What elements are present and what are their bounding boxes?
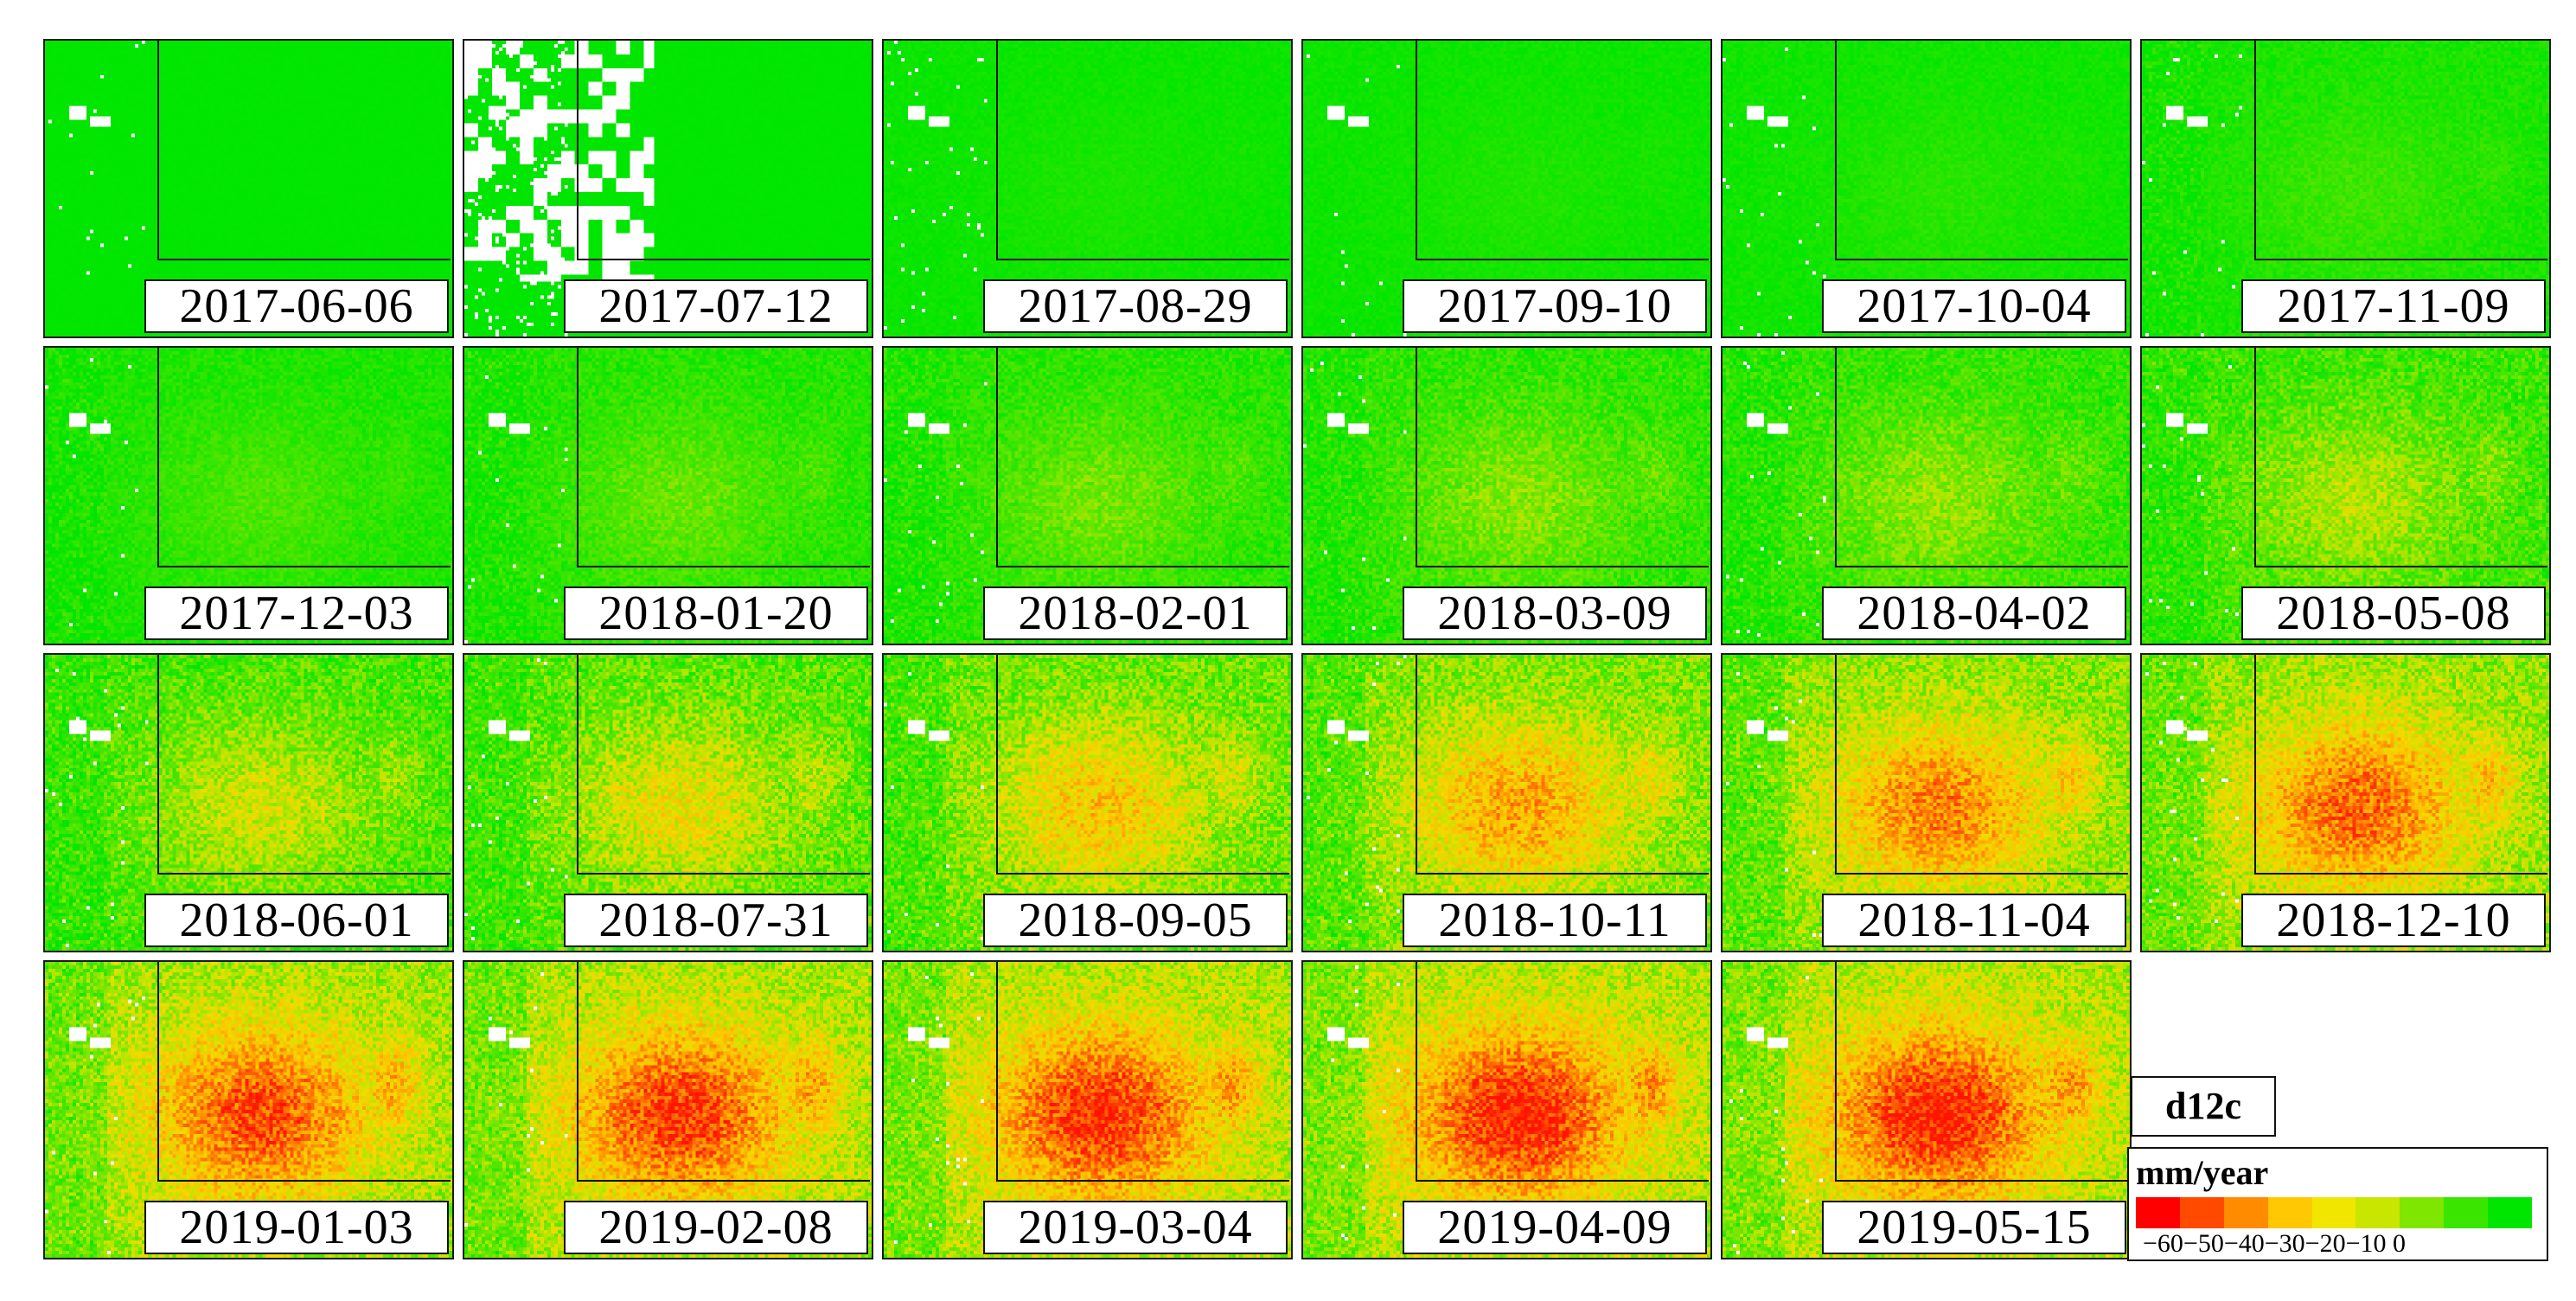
study-area-outline <box>1835 655 2128 875</box>
study-area-outline <box>1416 41 1709 260</box>
deformation-map-panel: 2018-10-11 <box>1301 653 1712 952</box>
deformation-map-panel: 2017-10-04 <box>1721 39 2132 338</box>
panel-date-label: 2017-09-10 <box>1403 279 1707 333</box>
panel-date-label: 2018-10-11 <box>1403 894 1707 947</box>
legend-swatch <box>2400 1197 2445 1228</box>
study-area-outline <box>996 962 1289 1182</box>
study-area-outline <box>577 348 870 567</box>
panel-date-label: 2019-03-04 <box>983 1201 1288 1254</box>
panel-date-label: 2017-07-12 <box>564 279 868 333</box>
deformation-map-panel: 2019-02-08 <box>463 960 873 1259</box>
panel-date-label: 2018-11-04 <box>1822 894 2126 947</box>
legend-unit-label: mm/year <box>2136 1153 2269 1192</box>
panel-date-label: 2019-02-08 <box>564 1201 868 1254</box>
panel-date-label: 2018-12-10 <box>2241 894 2546 947</box>
deformation-map-panel: 2018-01-20 <box>463 346 873 645</box>
panel-date-label: 2018-01-20 <box>564 586 868 640</box>
deformation-map-panel: 2017-12-03 <box>43 346 454 645</box>
deformation-map-panel: 2018-02-01 <box>882 346 1293 645</box>
study-area-outline <box>2254 655 2547 875</box>
legend-tag: d12c <box>2131 1076 2276 1137</box>
study-area-outline <box>2254 348 2547 567</box>
deformation-map-panel: 2018-04-02 <box>1721 346 2132 645</box>
study-area-outline <box>1835 348 2128 567</box>
study-area-outline <box>1416 962 1709 1182</box>
deformation-map-panel: 2019-05-15 <box>1721 960 2132 1259</box>
deformation-map-panel: 2017-09-10 <box>1301 39 1712 338</box>
deformation-map-panel: 2017-06-06 <box>43 39 454 338</box>
study-area-outline <box>996 348 1289 567</box>
panel-date-label: 2019-05-15 <box>1822 1201 2126 1254</box>
deformation-map-panel: 2018-11-04 <box>1721 653 2132 952</box>
deformation-map-panel: 2019-01-03 <box>43 960 454 1259</box>
study-area-outline <box>577 41 870 260</box>
panel-date-label: 2017-12-03 <box>144 586 449 640</box>
legend-swatch <box>2179 1197 2224 1228</box>
legend-swatch <box>2488 1197 2533 1228</box>
study-area-outline <box>1416 348 1709 567</box>
panel-date-label: 2018-06-01 <box>144 894 449 947</box>
legend-swatch <box>2311 1197 2356 1228</box>
panel-date-label: 2018-09-05 <box>983 894 1288 947</box>
legend-swatch <box>2136 1197 2180 1228</box>
deformation-map-panel: 2018-05-08 <box>2140 346 2551 645</box>
study-area-outline <box>996 41 1289 260</box>
legend-swatch <box>2267 1197 2312 1228</box>
study-area-outline <box>157 962 451 1182</box>
panel-date-label: 2017-10-04 <box>1822 279 2126 333</box>
deformation-map-panel: 2019-03-04 <box>882 960 1293 1259</box>
deformation-map-panel: 2017-08-29 <box>882 39 1293 338</box>
study-area-outline <box>1835 962 2128 1182</box>
panel-date-label: 2018-07-31 <box>564 894 868 947</box>
panel-date-label: 2017-08-29 <box>983 279 1288 333</box>
panel-date-label: 2017-11-09 <box>2241 279 2546 333</box>
panel-date-label: 2018-04-02 <box>1822 586 2126 640</box>
legend-swatch <box>2223 1197 2268 1228</box>
panel-date-label: 2018-03-09 <box>1403 586 1707 640</box>
deformation-map-panel: 2017-11-09 <box>2140 39 2551 338</box>
deformation-map-panel: 2018-09-05 <box>882 653 1293 952</box>
deformation-map-panel: 2018-07-31 <box>463 653 873 952</box>
deformation-map-panel: 2018-12-10 <box>2140 653 2551 952</box>
study-area-outline <box>1416 655 1709 875</box>
study-area-outline <box>577 962 870 1182</box>
panel-date-label: 2019-04-09 <box>1403 1201 1707 1254</box>
legend-tick-labels: −60−50−40−30−20−10 0 <box>2143 1229 2407 1258</box>
study-area-outline <box>157 655 451 875</box>
panel-date-label: 2018-02-01 <box>983 586 1288 640</box>
deformation-map-panel: 2018-06-01 <box>43 653 454 952</box>
panel-date-label: 2019-01-03 <box>144 1201 449 1254</box>
study-area-outline <box>1835 41 2128 260</box>
color-legend: mm/year −60−50−40−30−20−10 0 <box>2127 1147 2548 1261</box>
deformation-map-panel: 2017-07-12 <box>463 39 873 338</box>
deformation-map-panel: 2019-04-09 <box>1301 960 1712 1259</box>
study-area-outline <box>157 41 451 260</box>
study-area-outline <box>996 655 1289 875</box>
legend-swatch <box>2444 1197 2489 1228</box>
study-area-outline <box>157 348 451 567</box>
legend-swatch <box>2355 1197 2400 1228</box>
panel-date-label: 2018-05-08 <box>2241 586 2546 640</box>
study-area-outline <box>2254 41 2547 260</box>
deformation-map-panel: 2018-03-09 <box>1301 346 1712 645</box>
study-area-outline <box>577 655 870 875</box>
legend-color-bar <box>2136 1197 2533 1228</box>
panel-date-label: 2017-06-06 <box>144 279 449 333</box>
